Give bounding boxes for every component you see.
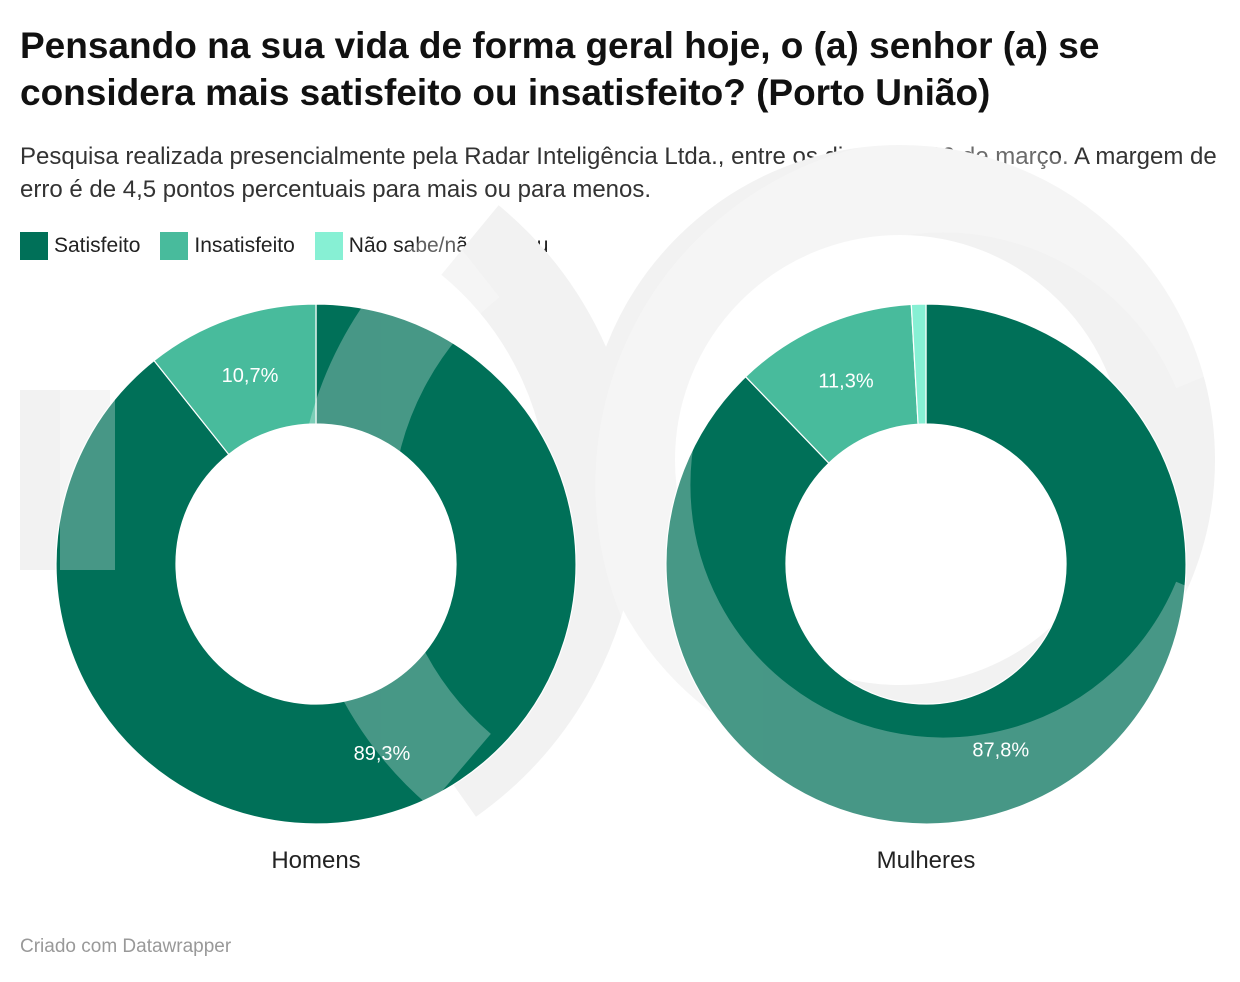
slice-label-homens-insatisfeito: 10,7% (222, 365, 279, 387)
slice-mulheres-nao-sabe (910, 303, 927, 425)
legend-swatch-nao-sabe (314, 232, 343, 260)
chart-subtitle: Pesquisa realizada presencialmente pela … (20, 143, 1217, 203)
legend-label-insatisfeito: Insatisfeito (194, 234, 295, 257)
donut-homens: 89,3% 10,7% (55, 303, 577, 825)
slice-homens-satisfeito (55, 303, 577, 825)
chart-title-homens: Homens (271, 847, 360, 874)
slice-homens-insatisfeito (153, 303, 317, 456)
watermark-overlay (60, 137, 1240, 833)
slice-label-mulheres-satisfeito: 87,8% (972, 739, 1029, 761)
slice-label-homens-satisfeito: 89,3% (354, 743, 411, 765)
slice-label-mulheres-insatisfeito: 11,3% (818, 371, 873, 393)
legend-swatch-satisfeito (20, 232, 48, 260)
slice-mulheres-satisfeito (665, 303, 1187, 825)
donut-mulheres: 87,8% 11,3% (665, 303, 1187, 825)
chart-title-mulheres: Mulheres (877, 847, 976, 874)
footer-credit: Criado com Datawrapper (20, 936, 232, 957)
legend-label-satisfeito: Satisfeito (54, 234, 141, 257)
legend-swatch-insatisfeito (160, 232, 189, 260)
legend: Satisfeito Insatisfeito Não sabe/não opi… (20, 232, 568, 260)
chart-title: Pensando na sua vida de forma geral hoje… (20, 25, 1100, 113)
legend-item-satisfeito: Satisfeito (20, 232, 140, 260)
legend-item-insatisfeito: Insatisfeito (160, 232, 295, 260)
